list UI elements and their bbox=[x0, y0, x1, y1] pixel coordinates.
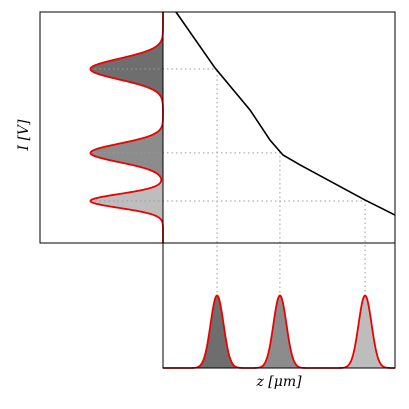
y-axis-label: I [V] bbox=[16, 119, 32, 152]
bottom-frame bbox=[162, 243, 396, 369]
peak-outline bbox=[89, 12, 164, 243]
peak bbox=[191, 295, 244, 368]
peak bbox=[253, 295, 306, 368]
curve bbox=[175, 11, 396, 216]
x-axis-label: z [μm] bbox=[255, 374, 302, 390]
peak bbox=[339, 295, 392, 368]
main-frame bbox=[162, 11, 396, 244]
peak-outline bbox=[163, 294, 396, 369]
left-frame bbox=[39, 11, 163, 244]
